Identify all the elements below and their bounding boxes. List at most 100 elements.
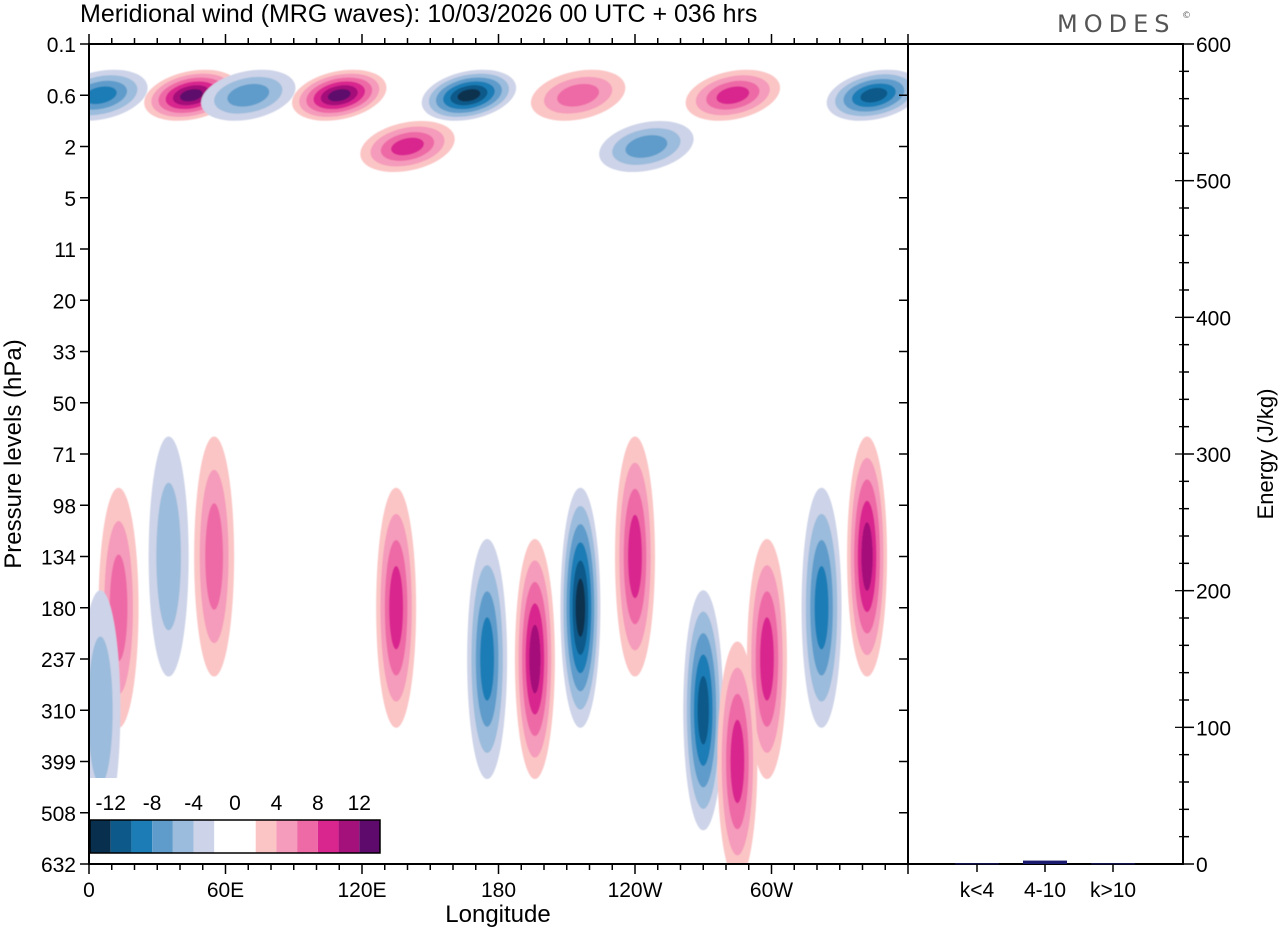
wind-feature: [826, 69, 908, 121]
colorbar-swatch: [338, 820, 360, 853]
wind-feature: [514, 539, 555, 779]
y-tick-label: 71: [53, 444, 76, 467]
energy-tick-label: 0: [1196, 854, 1208, 877]
contour-level: [557, 83, 600, 107]
contour-level: [716, 86, 750, 105]
colorbar-swatch: [255, 820, 277, 853]
wind-feature: [746, 539, 787, 779]
energy-bar: [955, 863, 999, 865]
colorbar-swatch: [214, 820, 235, 853]
colorbar-swatch: [317, 820, 339, 853]
contour-level: [625, 135, 668, 158]
x-tick-label: 180: [481, 879, 516, 902]
wind-feature: [201, 69, 296, 121]
y-tick-label: 237: [41, 649, 76, 672]
wind-feature: [194, 436, 235, 677]
x-tick-label: 120W: [608, 879, 663, 902]
colorbar-swatch: [90, 820, 111, 853]
y-tick-label: 98: [53, 495, 76, 518]
contour-level: [227, 83, 270, 107]
wind-feature: [847, 436, 888, 677]
heatmap-features: [89, 69, 908, 864]
y-tick-label: 11: [54, 239, 76, 262]
energy-tick-label: 600: [1196, 34, 1231, 57]
x-tick-label: 0: [83, 879, 95, 902]
chart-title: Meridional wind (MRG waves): 10/03/2026 …: [80, 0, 757, 28]
colorbar-swatch: [235, 820, 256, 853]
contour-level: [575, 578, 586, 637]
colorbar-swatch: [359, 820, 380, 853]
wind-feature: [801, 487, 842, 728]
modes-logo: MODES ©: [1057, 10, 1197, 38]
wind-feature: [89, 69, 148, 121]
colorbar-swatch: [110, 820, 132, 853]
y-tick-label: 632: [41, 854, 76, 877]
energy-axis-label: Energy (J/kg): [1253, 389, 1278, 520]
contour-level: [89, 636, 113, 785]
contour-level: [391, 137, 424, 156]
y-tick-label: 2: [64, 137, 76, 160]
wind-feature: [615, 436, 655, 677]
contour-level: [179, 89, 203, 102]
contour-level: [628, 514, 642, 599]
y-tick-label: 0.1: [47, 34, 76, 57]
pressure-axis: 0.1 0.6 2 5 11 20 33 50 71 98 134 180 237 310 399 508 63…: [41, 34, 908, 877]
energy-tick-label: 100: [1196, 717, 1231, 740]
contour-level: [156, 482, 181, 631]
y-tick-label: 33: [53, 342, 76, 365]
colorbar-swatch: [152, 820, 173, 853]
wind-feature: [360, 120, 455, 173]
contour-level: [327, 89, 351, 102]
wind-feature: [467, 539, 508, 779]
contour-level: [89, 86, 117, 105]
x-axis-label: Longitude: [445, 901, 550, 928]
contour-level: [697, 675, 709, 745]
y-tick-label: 508: [41, 803, 76, 826]
y-tick-label: 0.6: [47, 85, 76, 108]
contour-level: [814, 566, 829, 650]
colorbar-label: -4: [184, 792, 203, 815]
wind-feature: [599, 120, 694, 173]
contour-level: [480, 617, 495, 701]
energy-panel: 0 100 200 300 400 500 600 k<4 4-10 k>10 Energy (…: [907, 34, 1278, 902]
wind-feature: [685, 69, 781, 121]
contour-level: [457, 89, 481, 102]
energy-axis: 0 100 200 300 400 500 600: [1175, 34, 1231, 877]
wind-feature: [148, 436, 189, 677]
energy-bar: [1023, 860, 1067, 864]
contour-level: [759, 617, 774, 701]
heatmap-panel: -12 -8 -4 0 4 8 12 0.1 0.6 2 5 11 20 33 50 71 98 134 180 2…: [0, 34, 909, 928]
wind-feature: [421, 69, 517, 121]
category-label: k>10: [1090, 879, 1136, 902]
category-label: k<4: [960, 879, 995, 902]
colorbar-label: 4: [271, 792, 283, 815]
contour-level: [389, 566, 404, 650]
wind-feature: [292, 69, 387, 121]
y-tick-label: 399: [41, 752, 76, 775]
y-axis-label: Pressure levels (hPa): [0, 339, 27, 568]
colorbar: -12 -8 -4 0 4 8 12: [86, 778, 384, 858]
energy-tick-label: 200: [1196, 581, 1231, 604]
wind-feature: [530, 69, 626, 121]
energy-bars: [955, 860, 1135, 865]
colorbar-swatch: [131, 820, 153, 853]
longitude-axis: 0 60E 120E 180 120W 60W: [83, 34, 909, 902]
y-tick-label: 20: [53, 290, 76, 313]
logo-text: MODES: [1057, 10, 1175, 38]
logo-mark: ©: [1182, 11, 1197, 21]
colorbar-swatch: [172, 820, 194, 853]
wind-feature: [683, 590, 724, 831]
contour-level: [205, 503, 224, 610]
colorbar-label: 12: [348, 792, 371, 815]
wind-feature: [717, 641, 758, 864]
x-tick-label: 60W: [750, 879, 793, 902]
colorbar-swatch: [297, 820, 318, 853]
x-tick-label: 120E: [337, 879, 386, 902]
wind-feature: [376, 487, 417, 728]
contour-level: [730, 719, 745, 804]
colorbar-label: 8: [312, 792, 324, 815]
contour-level: [529, 624, 541, 694]
y-tick-label: 5: [64, 188, 76, 211]
y-tick-label: 134: [41, 547, 76, 570]
